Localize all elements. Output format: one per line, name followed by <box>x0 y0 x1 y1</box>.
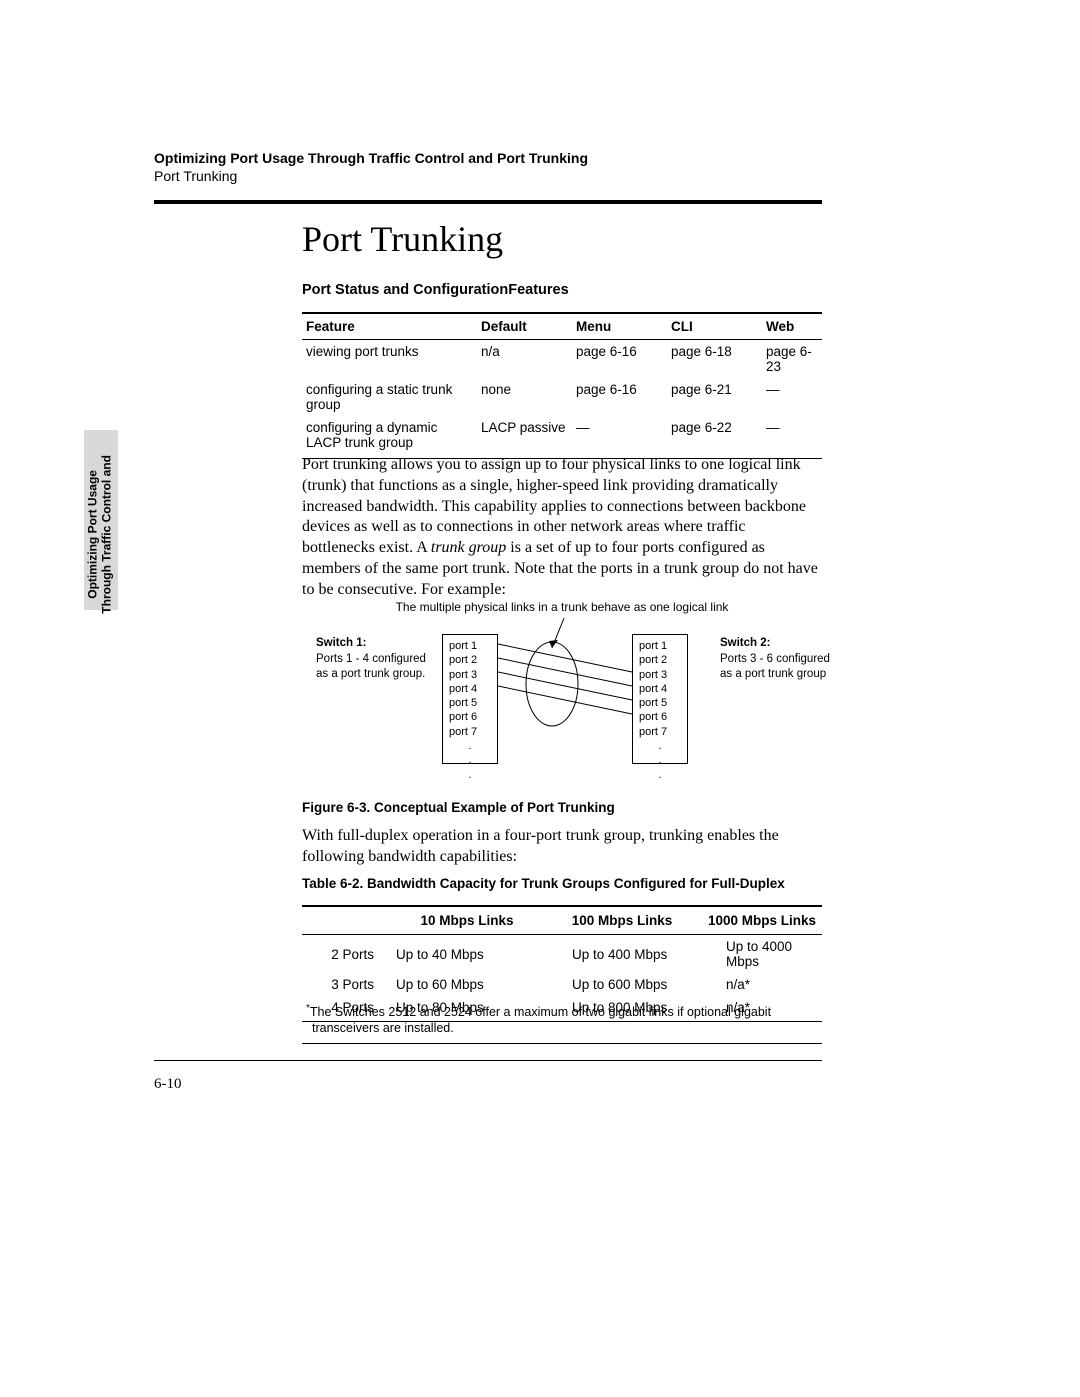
bottom-rule <box>154 1060 822 1061</box>
page-title: Port Trunking <box>302 218 503 260</box>
features-table: Feature Default Menu CLI Web viewing por… <box>302 312 822 459</box>
switch1-label: Switch 1: Ports 1 - 4 configured as a po… <box>316 636 426 683</box>
col-feature: Feature <box>302 313 477 340</box>
diagram-top-caption: The multiple physical links in a trunk b… <box>302 600 822 614</box>
table-row: 2 Ports Up to 40 Mbps Up to 400 Mbps Up … <box>302 935 822 974</box>
section-subtitle: Port Status and ConfigurationFeatures <box>302 282 569 298</box>
header-title: Optimizing Port Usage Through Traffic Co… <box>154 150 840 166</box>
table-row: viewing port trunks n/a page 6-16 page 6… <box>302 340 822 379</box>
table-row: 3 Ports Up to 60 Mbps Up to 600 Mbps n/a… <box>302 973 822 996</box>
para-bandwidth: With full-duplex operation in a four-por… <box>302 826 822 868</box>
top-rule <box>154 200 822 204</box>
table-footnote: *The Switches 2512 and 2524 offer a maxi… <box>302 1002 822 1044</box>
intro-paragraph: Port trunking allows you to assign up to… <box>302 455 822 601</box>
col-default: Default <box>477 313 572 340</box>
figure-caption: Figure 6-3. Conceptual Example of Port T… <box>302 800 615 815</box>
trunking-diagram: The multiple physical links in a trunk b… <box>302 600 822 800</box>
features-header-row: Feature Default Menu CLI Web <box>302 313 822 340</box>
switch1-box: port 1 port 2 port 3 port 4 port 5 port … <box>442 634 498 764</box>
header-subtitle: Port Trunking <box>154 168 840 184</box>
col-menu: Menu <box>572 313 667 340</box>
col-web: Web <box>762 313 822 340</box>
switch2-box: port 1 port 2 port 3 port 4 port 5 port … <box>632 634 688 764</box>
page-number: 6-10 <box>154 1076 182 1093</box>
page-header: Optimizing Port Usage Through Traffic Co… <box>154 150 840 184</box>
side-tab-text: Optimizing Port Usage Through Traffic Co… <box>86 444 115 624</box>
table-row: configuring a dynamic LACP trunk group L… <box>302 416 822 459</box>
switch2-label: Switch 2: Ports 3 - 6 configured as a po… <box>720 636 830 683</box>
table-caption: Table 6-2. Bandwidth Capacity for Trunk … <box>302 876 822 891</box>
table-row: configuring a static trunk group none pa… <box>302 378 822 416</box>
bw-header-row: 10 Mbps Links 100 Mbps Links 1000 Mbps L… <box>302 906 822 935</box>
col-cli: CLI <box>667 313 762 340</box>
